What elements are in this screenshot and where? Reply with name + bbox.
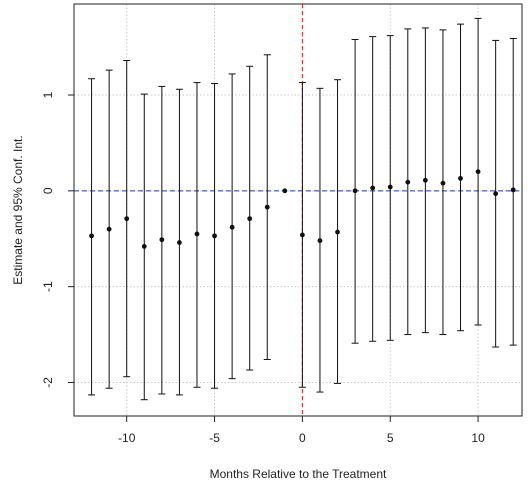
x-tick-label: -5 [209, 431, 220, 445]
estimate-point [194, 231, 200, 237]
estimate-point [141, 244, 147, 249]
estimate-point [422, 177, 428, 183]
estimate-point [405, 179, 411, 185]
estimate-point [106, 226, 112, 232]
estimate-point [159, 237, 165, 243]
estimate-point [212, 233, 217, 239]
estimate-point [177, 240, 182, 245]
x-tick-label: -10 [118, 431, 136, 445]
x-axis-ticks: -10 -5 0 5 10 [118, 416, 485, 445]
estimate-points [89, 169, 516, 249]
estimate-point [299, 232, 305, 238]
estimate-point [475, 169, 481, 175]
estimate-point [335, 229, 340, 235]
estimate-point [247, 216, 253, 222]
estimate-point [510, 187, 516, 193]
estimate-point [317, 238, 323, 244]
y-axis-ticks: -2 -1 0 1 [41, 91, 74, 388]
x-axis-title: Months Relative to the Treatment [210, 467, 387, 481]
y-tick-label: 1 [41, 91, 55, 98]
estimate-point [458, 175, 463, 181]
y-tick-label: 0 [41, 187, 55, 194]
estimate-point [387, 184, 393, 190]
y-tick-label: -1 [41, 281, 55, 292]
estimate-point [352, 188, 358, 194]
estimate-point [493, 191, 499, 197]
y-axis-title: Estimate and 95% Conf. Int. [11, 135, 25, 284]
estimate-point [264, 204, 270, 210]
y-tick-label: -2 [41, 377, 55, 388]
estimate-point [440, 180, 446, 186]
estimate-point [89, 233, 94, 239]
grid-lines [74, 4, 522, 416]
estimate-point [282, 188, 288, 194]
plot-frame [73, 3, 523, 417]
x-tick-label: 0 [299, 431, 306, 445]
estimate-point [370, 185, 376, 191]
estimate-point [229, 224, 235, 230]
x-tick-label: 5 [387, 431, 394, 445]
x-tick-label: 10 [471, 431, 485, 445]
reference-lines [74, 4, 522, 416]
estimate-point [124, 216, 130, 222]
